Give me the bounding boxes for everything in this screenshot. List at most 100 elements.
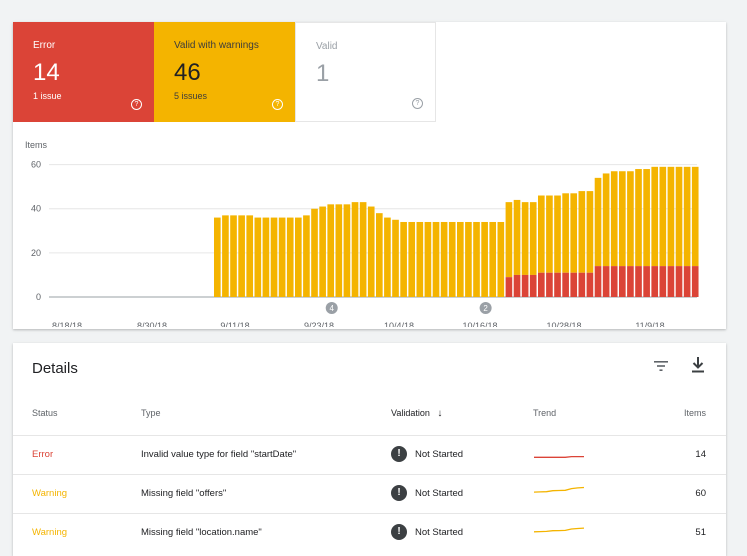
filter-icon[interactable]: [653, 358, 669, 374]
bar-error: [602, 266, 610, 297]
tile-error[interactable]: Error 14 1 issue ?: [13, 22, 154, 122]
tile-count: 46: [174, 59, 201, 86]
y-tick-label: 60: [31, 160, 41, 170]
sparkline-line: [533, 527, 585, 533]
bar-warning: [578, 191, 586, 273]
bar-error: [570, 272, 578, 297]
column-header-validation[interactable]: Validation ↓: [391, 408, 442, 419]
bar-warning: [408, 221, 416, 297]
column-header-type[interactable]: Type: [141, 408, 161, 418]
sort-arrow-icon: ↓: [437, 408, 443, 419]
help-icon[interactable]: ?: [131, 99, 142, 110]
bar-error: [538, 272, 545, 297]
bar-warning: [489, 221, 497, 297]
tile-count: 1: [316, 60, 330, 87]
help-icon[interactable]: ?: [272, 99, 283, 110]
bar-warning: [351, 202, 359, 297]
bar-warning: [384, 217, 391, 297]
row-status: Error: [32, 449, 54, 460]
tile-issues: 1 issue: [33, 91, 62, 101]
bar-warning: [270, 217, 278, 297]
bar-warning: [311, 208, 318, 297]
bar-warning: [457, 221, 464, 297]
column-header-trend[interactable]: Trend: [533, 408, 557, 418]
bar-error: [529, 274, 537, 297]
table-row[interactable]: Warning Missing field "offers" ! Not Sta…: [13, 474, 726, 513]
details-title: Details: [32, 360, 78, 377]
bar-warning: [683, 166, 691, 267]
help-icon[interactable]: ?: [412, 98, 423, 109]
bar-warning: [465, 221, 472, 297]
bar-warning: [675, 166, 683, 267]
row-type: Missing field "offers": [141, 488, 227, 499]
bar-error: [683, 266, 691, 297]
bar-warning: [667, 166, 675, 267]
bar-error: [513, 274, 521, 297]
tile-valid[interactable]: Valid 1 ?: [295, 22, 436, 122]
bar-warning: [546, 195, 553, 273]
row-trend-sparkline: [533, 486, 585, 493]
column-header-status[interactable]: Status: [32, 408, 58, 418]
bar-warning: [214, 217, 221, 297]
column-header-items[interactable]: Items: [683, 408, 706, 418]
bar-warning: [286, 217, 294, 297]
bar-warning: [473, 221, 480, 297]
tile-count: 14: [33, 59, 60, 86]
bar-warning: [481, 221, 488, 297]
bar-warning: [424, 221, 432, 297]
bar-warning: [222, 215, 229, 297]
bar-error: [578, 272, 586, 297]
bar-warning: [335, 204, 343, 297]
bar-warning: [416, 221, 424, 297]
bar-warning: [392, 219, 399, 297]
bar-warning: [303, 215, 310, 297]
bar-warning: [432, 221, 440, 297]
row-items: 51: [695, 527, 706, 538]
row-validation: Not Started: [415, 488, 464, 499]
x-tick-label: 10/16/18: [462, 321, 497, 327]
bar-error: [675, 266, 683, 297]
table-row[interactable]: Warning Missing field "location.name" ! …: [13, 513, 726, 552]
bar-error: [505, 277, 513, 297]
bar-error: [521, 274, 529, 297]
bar-warning: [538, 195, 545, 273]
bar-warning: [691, 166, 699, 267]
info-exclamation-icon: !: [391, 524, 407, 540]
bar-error: [554, 272, 561, 297]
bar-warning: [343, 204, 351, 297]
bar-error: [610, 266, 618, 297]
bar-warning: [562, 193, 569, 273]
summary-card: Error 14 1 issue ? Valid with warnings 4…: [13, 22, 726, 329]
bar-warning: [619, 171, 626, 267]
sparkline-line: [533, 486, 585, 493]
bar-warning: [497, 221, 505, 297]
bar-warning: [254, 217, 262, 297]
info-exclamation-icon: !: [391, 485, 407, 501]
bar-warning: [659, 166, 667, 267]
row-type: Invalid value type for field "startDate": [141, 449, 297, 460]
table-row[interactable]: Error Invalid value type for field "star…: [13, 435, 726, 474]
bar-warning: [586, 191, 594, 273]
bar-warning: [594, 177, 602, 267]
x-tick-label: 10/4/18: [384, 321, 414, 327]
items-chart: Items 0 20 40 60 4 2 8/18/18 8/30/18 9/11/18 9/23/…: [25, 140, 699, 327]
download-icon[interactable]: [690, 356, 706, 374]
bar-warning: [278, 217, 286, 297]
row-trend-sparkline: [534, 455, 584, 458]
bar-error: [594, 266, 602, 297]
x-tick-label: 9/11/18: [220, 321, 249, 327]
bar-warning: [327, 204, 335, 297]
bar-warning: [651, 166, 659, 267]
bar-error: [562, 272, 569, 297]
row-status: Warning: [32, 527, 68, 538]
bar-warning: [376, 213, 383, 297]
annotation-marker: [325, 302, 338, 314]
bar-error: [667, 266, 675, 297]
bar-warning: [643, 169, 650, 267]
bar-error: [546, 272, 553, 297]
column-header-label: Validation: [391, 408, 430, 418]
tile-valid-with-warnings[interactable]: Valid with warnings 46 5 issues ?: [154, 22, 295, 122]
annotation-marker: [479, 302, 492, 314]
bar-error: [659, 266, 667, 297]
x-tick-label: 8/18/18: [52, 321, 82, 327]
